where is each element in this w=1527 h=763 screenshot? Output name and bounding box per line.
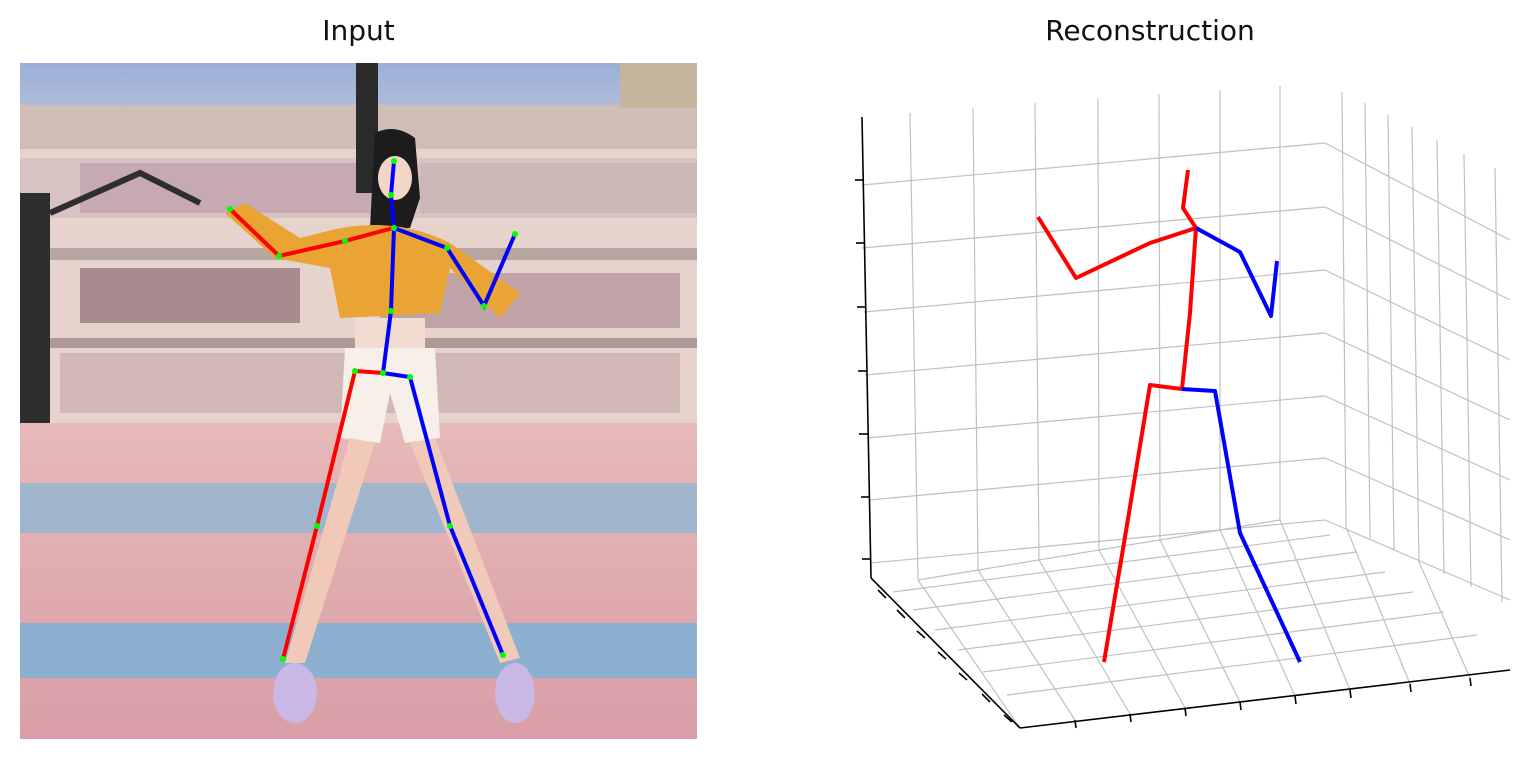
pose3d-spine (1180, 227, 1198, 390)
input-panel-title: Input (322, 14, 395, 47)
pose3d-left-arm (1036, 215, 1197, 280)
grid-lines (861, 86, 1511, 729)
pose3d-left-leg (1102, 383, 1183, 663)
pose3d-head-neck (1181, 169, 1198, 230)
axis-lines (861, 116, 1511, 729)
axis-ticks (855, 179, 1472, 729)
pose-right-leg (382, 371, 505, 656)
left-leg (285, 438, 375, 663)
reconstruction-3d-axes (855, 86, 1511, 729)
face (378, 156, 412, 200)
right-leg (410, 438, 520, 663)
pose-2d-overlay (227, 158, 518, 662)
pose-3d (1036, 169, 1302, 663)
reconstruction-panel-title: Reconstruction (1045, 14, 1255, 47)
reconstruction-plot (840, 70, 1527, 759)
pose-right-arm (393, 226, 517, 311)
input-image (20, 63, 697, 739)
pose-left-leg (281, 368, 384, 660)
sweater (225, 203, 520, 318)
right-shoe (495, 663, 535, 723)
pose3d-right-arm (1195, 226, 1279, 318)
pose3d-right-leg (1181, 387, 1302, 663)
pose-left-arm (228, 207, 394, 259)
input-image-panel (20, 63, 697, 739)
pose-keypoints (227, 158, 518, 662)
left-shoe (273, 663, 317, 723)
